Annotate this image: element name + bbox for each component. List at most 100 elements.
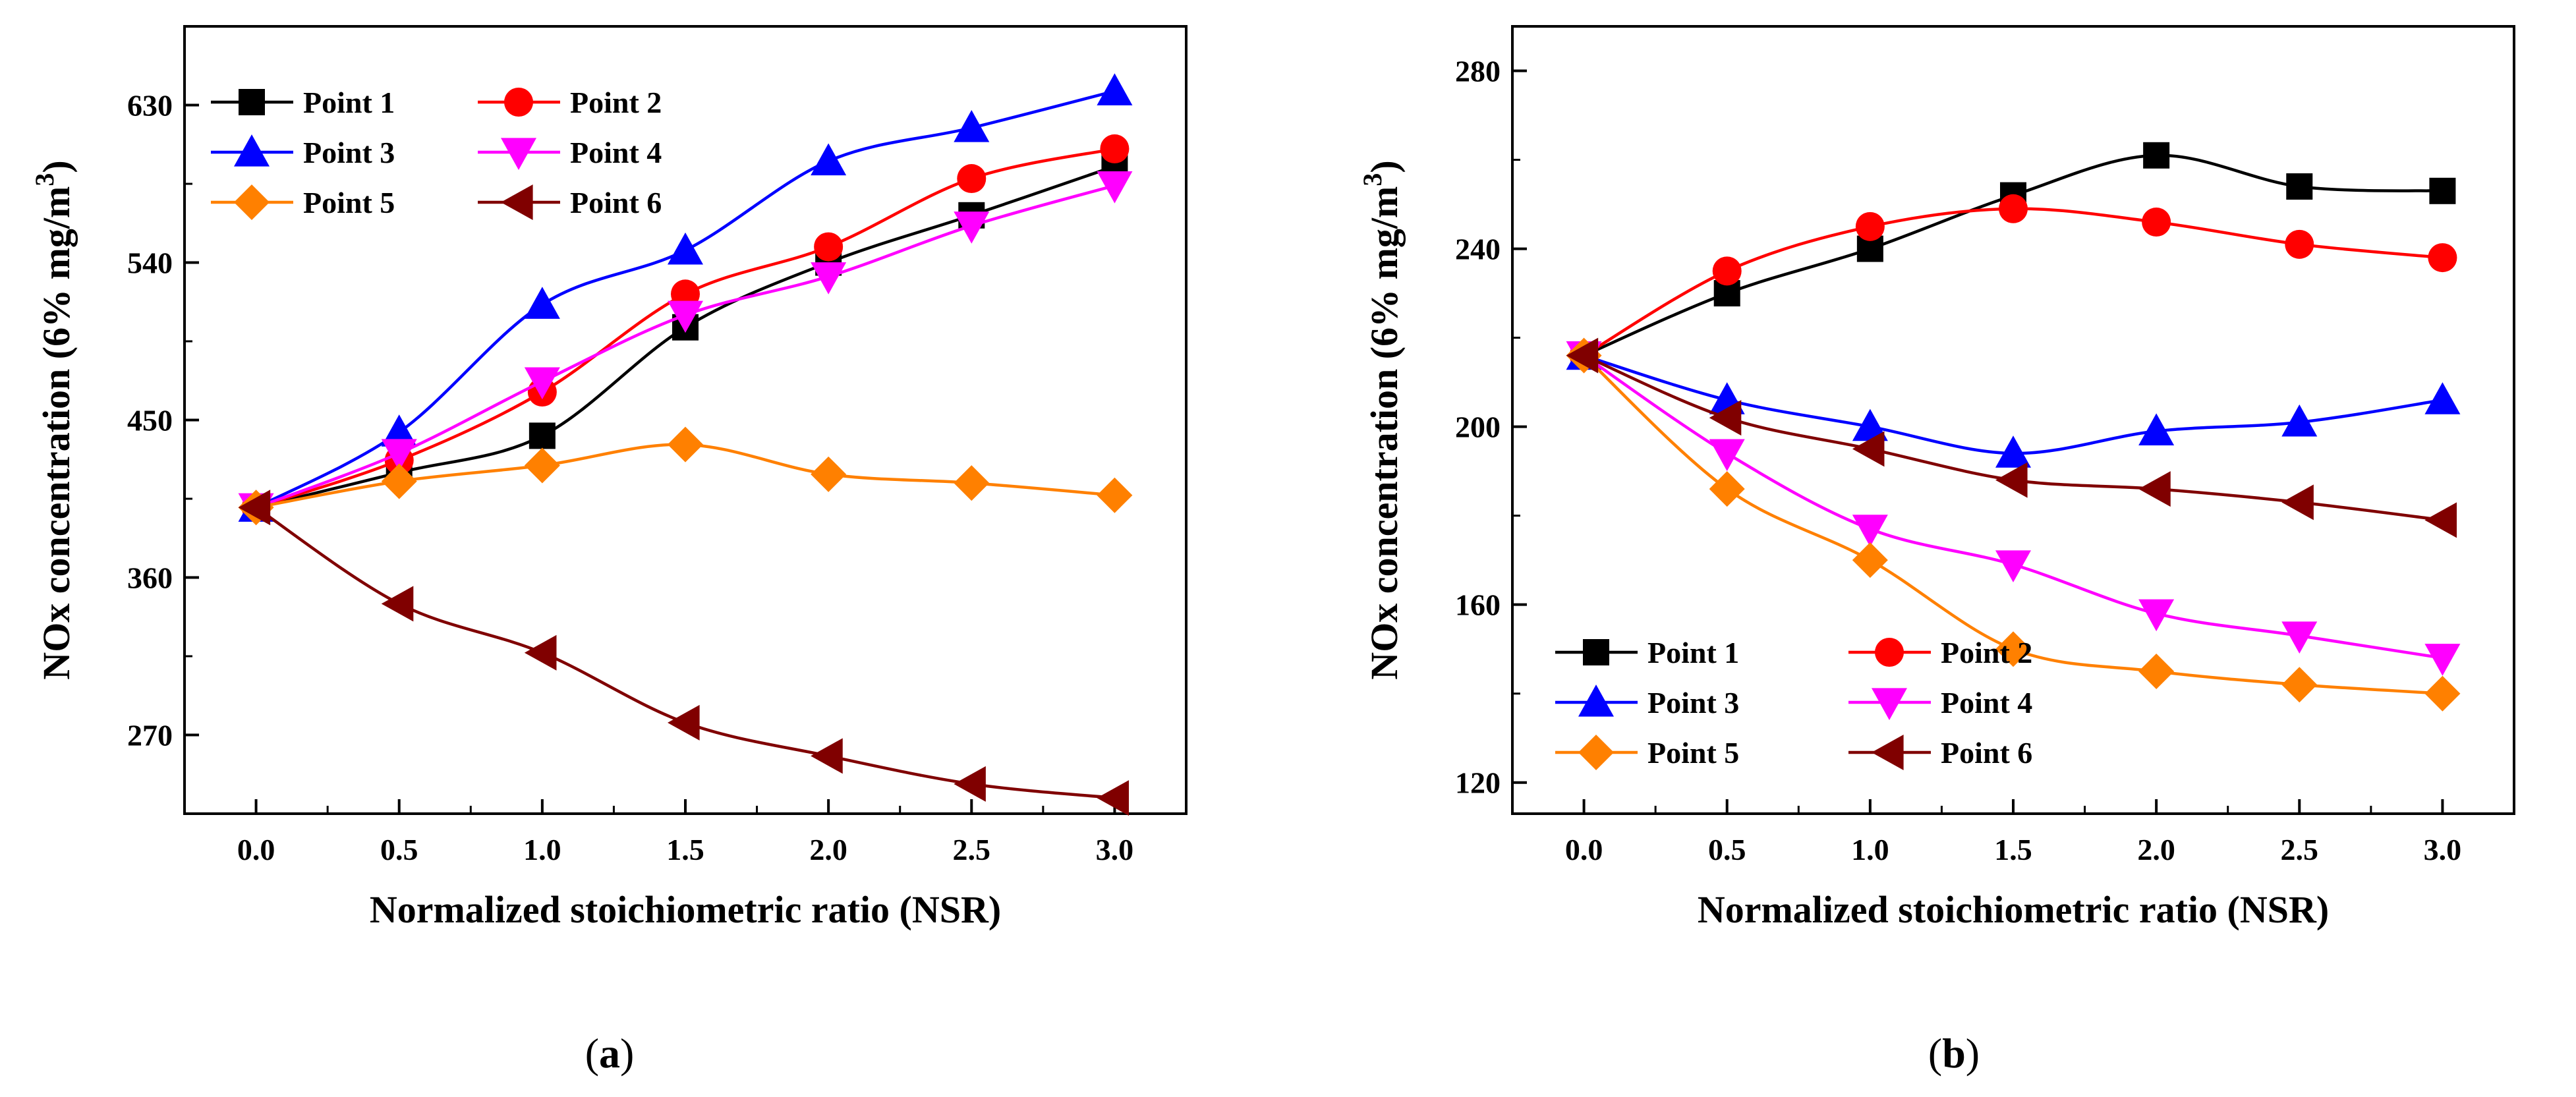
- y-axis-label: NOx concentration (6% mg/m3): [30, 160, 78, 679]
- panel-label-close-paren: ): [620, 1030, 634, 1077]
- data-point-series4-x4: [811, 262, 847, 295]
- panel-label: (b): [1928, 1030, 1980, 1077]
- data-point-series3-x6: [2424, 382, 2461, 414]
- data-point-series3-x6: [1097, 73, 1133, 105]
- y-tick-label: 540: [127, 246, 173, 280]
- data-point-series5-x3: [1995, 631, 2031, 667]
- data-point-series3-x1: [381, 414, 417, 447]
- x-tick-label: 2.5: [953, 833, 991, 866]
- data-point-series5-x3: [668, 426, 703, 463]
- data-point-series3-x4: [811, 143, 847, 176]
- legend-marker: [501, 184, 533, 220]
- data-point-series2-x4: [2142, 208, 2171, 237]
- data-point-series6-x0: [238, 490, 271, 526]
- data-point-series2-x1: [1712, 256, 1742, 286]
- legend-label: Point 4: [1941, 686, 2032, 719]
- legend-marker: [234, 134, 270, 167]
- data-point-series1-x2: [529, 422, 556, 449]
- data-point-series3-x5: [954, 110, 990, 142]
- y-axis-label-suffix: ): [35, 160, 78, 173]
- data-point-series5-x5: [954, 465, 990, 501]
- x-tick-label: 3.0: [2424, 833, 2462, 866]
- x-tick-label: 0.0: [1565, 833, 1603, 866]
- legend: Point 1 Point 2 Point 3 Point 4 Point 5 Point…: [211, 86, 662, 220]
- data-point-series4-x2: [524, 367, 560, 400]
- data-point-series2-x3: [1999, 194, 2028, 223]
- legend-label: Point 6: [1941, 736, 2032, 770]
- data-point-series1-x6: [2429, 177, 2456, 204]
- data-point-series2-x6: [1100, 134, 1130, 163]
- series-line-4: [1583, 354, 2443, 660]
- x-tick-label: 1.0: [523, 833, 561, 866]
- legend-item-6: Point 6: [1848, 735, 2032, 770]
- legend-item-6: Point 6: [478, 184, 662, 220]
- y-tick-label: 360: [127, 561, 173, 595]
- y-tick-label: 200: [1455, 410, 1501, 444]
- data-point-series6-x3: [1995, 462, 2028, 498]
- y-tick-label: 120: [1455, 766, 1501, 800]
- x-tick-label: 0.0: [237, 833, 275, 866]
- data-point-series2-x5: [2285, 229, 2314, 259]
- data-point-series4-x4: [2138, 599, 2175, 632]
- legend-item-3: Point 3: [1555, 685, 1739, 719]
- data-point-series6-x5: [954, 766, 986, 802]
- data-point-series3-x5: [2281, 404, 2318, 437]
- panel-label-letter: b: [1942, 1030, 1966, 1077]
- y-axis-label-superscript: 3: [30, 173, 59, 186]
- legend-item-1: Point 1: [1555, 636, 1739, 669]
- data-point-series6-x6: [2424, 502, 2457, 538]
- legend-label: Point 5: [1647, 736, 1739, 770]
- data-point-series5-x2: [524, 447, 560, 484]
- data-point-series6-x2: [524, 634, 557, 671]
- data-point-series2-x2: [1855, 211, 1885, 241]
- x-tick-label: 2.0: [2137, 833, 2175, 866]
- legend-item-2: Point 2: [1848, 636, 2032, 669]
- panel-label-open-paren: (: [1928, 1030, 1942, 1077]
- y-axis-label: NOx concentration (6% mg/m3): [1358, 160, 1406, 679]
- y-axis-label-suffix: ): [1363, 160, 1406, 173]
- data-point-series5-x1: [1709, 471, 1745, 507]
- data-point-series4-x5: [954, 211, 990, 244]
- data-point-series5-x4: [811, 456, 847, 492]
- legend: Point 1 Point 2 Point 3 Point 4 Point 5 Point…: [1555, 636, 2032, 770]
- x-tick-label: 1.0: [1851, 833, 1889, 866]
- data-point-series4-x6: [2424, 644, 2461, 676]
- legend-label: Point 2: [1941, 636, 2032, 669]
- data-point-series6-x4: [811, 738, 843, 774]
- series-line-2: [1583, 207, 2443, 357]
- y-tick-label: 240: [1455, 233, 1501, 266]
- data-point-series5-x4: [2138, 653, 2175, 689]
- data-point-series6-x5: [2281, 484, 2314, 520]
- legend-marker: [1872, 735, 1904, 770]
- data-point-series1-x4: [2143, 142, 2170, 169]
- x-axis-label: Normalized stoichiometric ratio (NSR): [1698, 888, 2329, 931]
- data-point-series4-x1: [1709, 439, 1745, 472]
- panel-label: (a): [585, 1030, 635, 1077]
- x-tick-label: 3.0: [1096, 833, 1134, 866]
- data-point-series6-x1: [1709, 400, 1742, 436]
- legend-label: Point 3: [303, 136, 395, 169]
- data-point-series6-x1: [381, 586, 414, 622]
- chart-panel-b: 120 160 200 240 280 0.0 0.5 1.0 1.5 2.0 2.5 3.0 Norm…: [1358, 25, 2515, 1077]
- legend-label: Point 4: [570, 136, 662, 169]
- legend-item-4: Point 4: [1848, 686, 2032, 720]
- data-point-series5-x2: [1852, 542, 1888, 578]
- panel-label-open-paren: (: [585, 1030, 599, 1077]
- data-point-series2-x5: [957, 164, 987, 194]
- y-tick-label: 630: [127, 89, 173, 123]
- legend-marker: [1875, 638, 1904, 667]
- legend-item-1: Point 1: [211, 86, 395, 119]
- data-point-series5-x6: [1097, 477, 1133, 513]
- legend-label: Point 1: [1647, 636, 1739, 669]
- data-point-series3-x4: [2138, 413, 2175, 445]
- y-tick-label: 270: [127, 719, 173, 752]
- data-point-series4-x3: [668, 300, 703, 333]
- data-point-series3-x2: [1852, 408, 1888, 441]
- data-point-series6-x4: [2138, 471, 2171, 507]
- x-tick-label: 0.5: [1708, 833, 1746, 866]
- legend-item-5: Point 5: [1555, 735, 1739, 770]
- data-point-series1-x5: [2286, 173, 2313, 200]
- data-point-series6-x3: [668, 704, 700, 741]
- legend-item-3: Point 3: [211, 134, 395, 169]
- x-tick-label: 1.5: [666, 833, 704, 866]
